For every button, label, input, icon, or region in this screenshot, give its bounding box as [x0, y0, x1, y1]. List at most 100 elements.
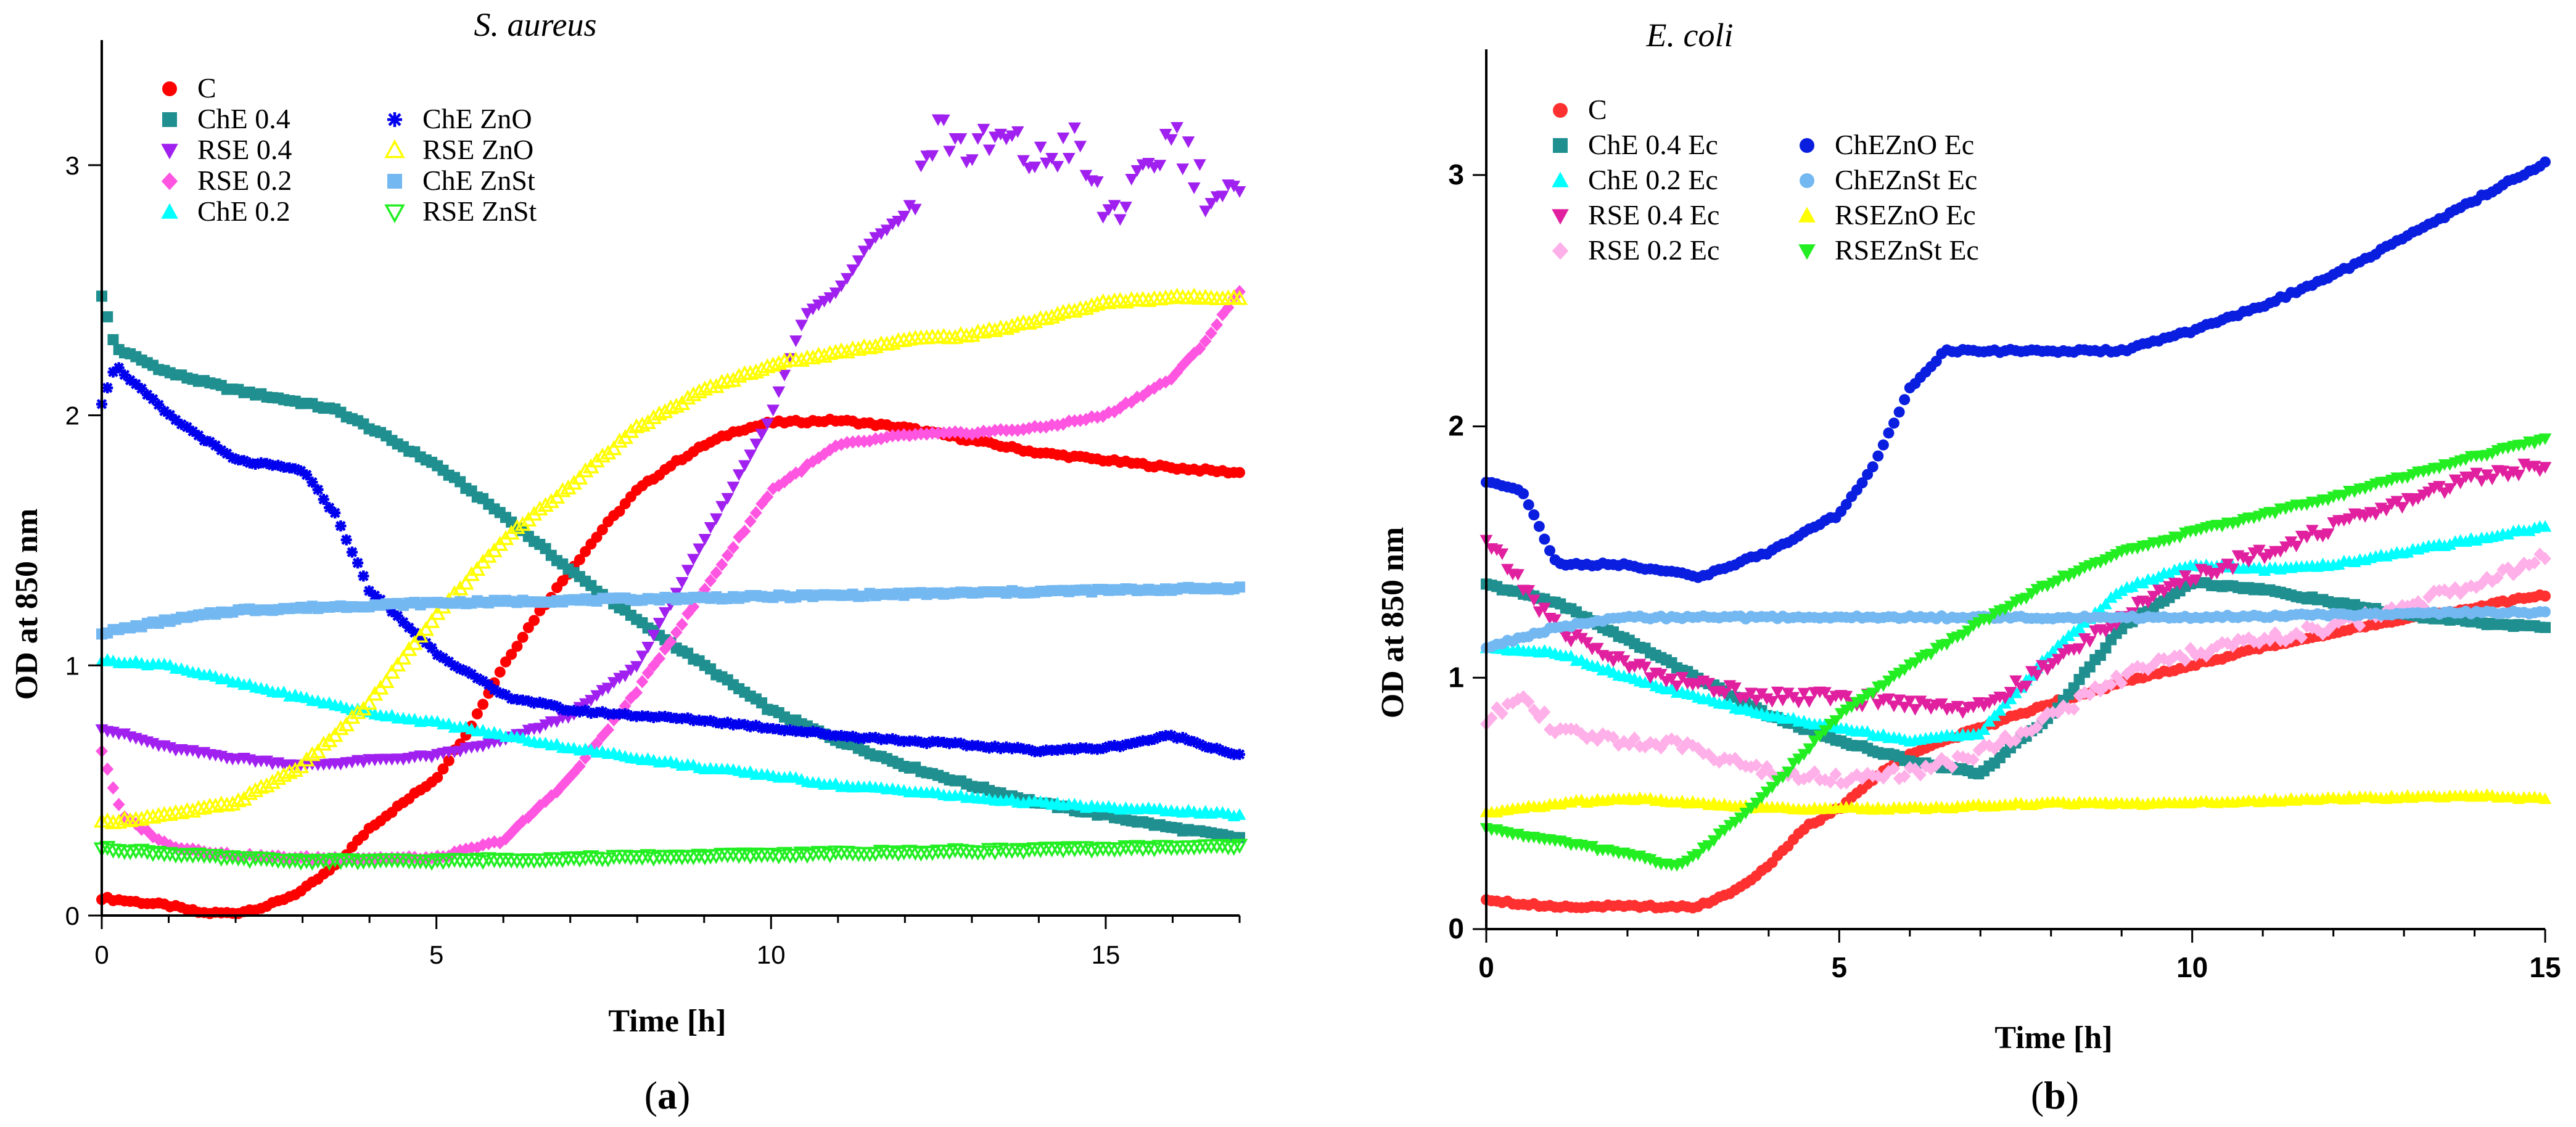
- data-point: [141, 389, 153, 401]
- data-point: [352, 557, 364, 569]
- data-point: [112, 798, 125, 811]
- data-point: [1888, 417, 1900, 429]
- data-point: [1009, 315, 1026, 331]
- data-point: [744, 514, 757, 528]
- data-point: [1199, 205, 1212, 218]
- data-point: [687, 600, 700, 614]
- data-point: [1856, 771, 1869, 785]
- data-point: [846, 264, 860, 276]
- data-point: [1182, 352, 1195, 366]
- data-point: [691, 383, 707, 398]
- legend-marker: [1552, 209, 1569, 225]
- legend-entry: RSE 0.4: [161, 134, 292, 165]
- data-point: [1092, 744, 1103, 755]
- data-point: [1956, 707, 1969, 719]
- data-point: [898, 736, 910, 747]
- data-point: [566, 851, 582, 867]
- data-point: [971, 133, 984, 145]
- data-point: [312, 484, 324, 496]
- data-point: [349, 703, 366, 719]
- data-point: [414, 633, 426, 644]
- data-point: [1893, 772, 1906, 785]
- data-point: [801, 458, 813, 472]
- data-point: [1130, 165, 1144, 177]
- data-point: [1125, 738, 1137, 750]
- data-point: [455, 663, 466, 675]
- data-point: [710, 566, 723, 580]
- data-point: [395, 649, 412, 665]
- data-point: [369, 589, 381, 601]
- data-point: [1021, 314, 1037, 330]
- data-point: [733, 718, 745, 730]
- data-point: [1803, 696, 1816, 708]
- data-point: [662, 399, 679, 414]
- legend-entry: ChE 0.2 Ec: [1552, 164, 1718, 195]
- data-point: [709, 513, 723, 525]
- data-point: [2369, 509, 2382, 521]
- data-point: [2073, 643, 2086, 655]
- data-point: [537, 496, 554, 512]
- data-point: [1083, 297, 1100, 313]
- data-point: [966, 740, 978, 752]
- data-point: [1718, 751, 1731, 765]
- legend-marker: [384, 204, 405, 224]
- data-point: [2501, 528, 2515, 540]
- data-point: [255, 457, 267, 469]
- data-point: [804, 349, 821, 364]
- data-point: [753, 361, 770, 376]
- legend-label: ChE ZnO: [422, 103, 532, 134]
- data-point: [241, 785, 258, 800]
- data-point: [2099, 597, 2112, 610]
- data-point: [1140, 840, 1157, 856]
- data-point: [557, 703, 569, 715]
- data-point: [1045, 152, 1058, 165]
- data-point: [1527, 594, 1541, 607]
- data-point: [1914, 768, 1927, 782]
- data-point: [102, 311, 113, 322]
- data-point: [955, 425, 967, 440]
- data-point: [1496, 707, 1508, 720]
- data-point: [1591, 733, 1604, 747]
- data-point: [881, 733, 893, 745]
- data-point: [2540, 156, 2551, 168]
- legend-marker: [1553, 103, 1568, 118]
- data-point: [1171, 366, 1183, 379]
- data-point: [258, 777, 275, 793]
- legend-label: RSEZnSt Ec: [1835, 234, 1979, 266]
- data-point: [2105, 678, 2117, 692]
- data-point: [2089, 680, 2102, 694]
- data-point: [1233, 186, 1246, 198]
- data-point: [281, 764, 298, 779]
- data-point: [532, 500, 548, 516]
- data-point: [1618, 734, 1631, 748]
- x-tick-label: 10: [2176, 951, 2208, 983]
- data-point: [2332, 558, 2345, 570]
- data-point: [1744, 802, 1758, 814]
- data-point: [710, 717, 722, 729]
- data-point: [1227, 291, 1240, 305]
- y-tick-label: 0: [65, 901, 80, 930]
- data-point: [744, 721, 756, 732]
- data-point: [1607, 731, 1619, 744]
- data-point: [1102, 204, 1116, 216]
- data-point: [403, 621, 415, 633]
- x-tick-label: 0: [1478, 951, 1494, 983]
- data-point: [1187, 182, 1201, 194]
- data-point: [1142, 384, 1155, 398]
- data-point: [1956, 750, 1969, 764]
- data-point: [190, 847, 207, 863]
- data-point: [636, 650, 649, 663]
- data-point: [971, 426, 984, 440]
- data-point: [2470, 467, 2483, 480]
- data-point: [1776, 771, 1790, 784]
- data-point: [1707, 835, 1721, 847]
- data-point: [1617, 655, 1631, 667]
- data-point: [772, 386, 786, 398]
- x-tick-label: 15: [1092, 940, 1121, 969]
- data-point: [210, 440, 221, 451]
- data-point: [494, 687, 506, 699]
- data-point: [892, 216, 905, 227]
- data-point: [1074, 414, 1087, 427]
- data-point: [2009, 734, 2022, 747]
- data-point: [458, 575, 474, 590]
